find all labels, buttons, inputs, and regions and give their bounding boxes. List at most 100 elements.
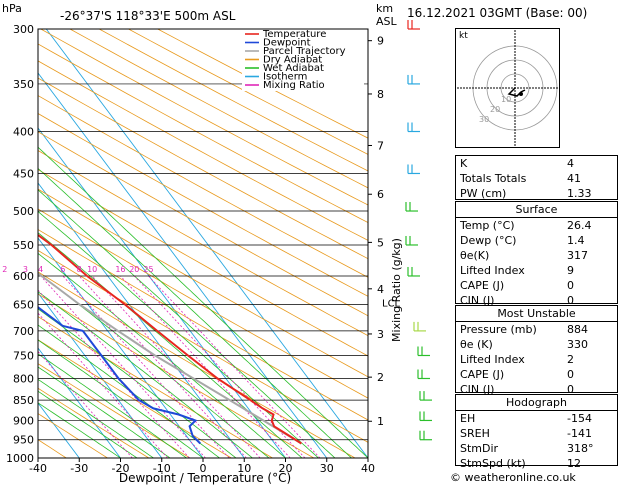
mixing-ratio-label: 10 <box>87 265 97 274</box>
wet-adiabat <box>38 390 138 458</box>
surface-row: Lifted Index 9 <box>456 263 617 278</box>
wet-adiabat <box>38 210 319 458</box>
km-label: km <box>376 2 393 15</box>
mixing-ratio-label: 8 <box>77 265 82 274</box>
mixing-ratio-labels: 12346810162025 <box>2 265 153 274</box>
surface-value: 0 <box>567 294 574 307</box>
most-unstable-label: CAPE (J) <box>460 368 505 381</box>
copyright: © weatheronline.co.uk <box>450 471 576 484</box>
temperature-line <box>38 233 302 445</box>
hodograph-unit-label: kt <box>459 31 468 41</box>
wet-adiabat <box>38 339 204 458</box>
index-label: PW (cm) <box>460 187 507 200</box>
axes: 3003504004505005506006507007508008509009… <box>6 23 375 475</box>
hodograph-stat-label: SREH <box>460 427 490 440</box>
x-tick-label: -30 <box>70 462 88 475</box>
pressure-label: 500 <box>13 205 34 218</box>
pressure-label: 850 <box>13 394 34 407</box>
x-tick-label: -40 <box>29 462 47 475</box>
km-tick-label: 4 <box>377 283 384 296</box>
mixing-ratio-label: 4 <box>38 265 43 274</box>
wet-adiabats <box>38 146 368 458</box>
legend-label: Dewpoint <box>263 38 311 49</box>
most-unstable-row: CAPE (J) 0 <box>456 367 617 382</box>
surface-label: CIN (J) <box>460 294 495 307</box>
surface-value: 0 <box>567 279 574 292</box>
mixing-ratio-axis-label: Mixing Ratio (g/kg) <box>390 238 403 342</box>
legend-label: Dry Adiabat <box>263 55 322 66</box>
hodograph-stat-row: StmSpd (kt) 12 <box>456 456 617 471</box>
legend-label: Isotherm <box>263 72 307 83</box>
wet-adiabat <box>38 232 303 458</box>
index-row: PW (cm) 1.33 <box>456 186 617 201</box>
datetime-title: 16.12.2021 03GMT (Base: 00) <box>407 6 588 20</box>
hodograph-stat-label: StmDir <box>460 442 499 455</box>
pressure-label: 750 <box>13 349 34 362</box>
legend-label: Mixing Ratio <box>263 80 325 91</box>
hodograph-table: Hodograph EH -154 SREH -141 StmDir 318° StmSpd… <box>455 394 618 470</box>
wet-adiabat <box>38 146 368 458</box>
most-unstable-label: θe (K) <box>460 338 493 351</box>
mixing-ratio-label: 16 <box>115 265 125 274</box>
isotherm-line <box>38 402 80 458</box>
x-axis-label: Dewpoint / Temperature (°C) <box>119 471 291 485</box>
index-value: 4 <box>567 157 574 170</box>
surface-label: Lifted Index <box>460 264 525 277</box>
surface-label: θe(K) <box>460 249 490 262</box>
skewt-chart: 3003504004505005506006507007508008509009… <box>2 2 432 485</box>
most-unstable-value: 0 <box>567 383 574 396</box>
index-row: Totals Totals 41 <box>456 171 617 186</box>
most-unstable-title: Most Unstable <box>497 307 576 320</box>
indices-table: K 4 Totals Totals 41 PW (cm) 1.33 <box>455 155 618 200</box>
mixing-ratio-label: 25 <box>143 265 153 274</box>
hodograph-stat-row: SREH -141 <box>456 426 617 441</box>
km-tick-label: 7 <box>377 139 384 152</box>
pressure-label: 550 <box>13 239 34 252</box>
mixing-ratio-line <box>38 350 133 458</box>
most-unstable-table: Most Unstable Pressure (mb) 884 θe (K) 330 L… <box>455 305 618 396</box>
wet-adiabat <box>38 324 220 458</box>
dry-adiabat <box>38 77 368 260</box>
most-unstable-value: 330 <box>567 338 588 351</box>
surface-row: CIN (J) 0 <box>456 293 617 308</box>
most-unstable-label: Pressure (mb) <box>460 323 537 336</box>
pressure-label: 900 <box>13 414 34 427</box>
surface-label: Temp (°C) <box>460 219 515 232</box>
most-unstable-row: Lifted Index 2 <box>456 352 617 367</box>
surface-value: 26.4 <box>567 219 592 232</box>
hodograph-stat-row: EH -154 <box>456 411 617 426</box>
legend-background <box>242 30 364 91</box>
pressure-label: 600 <box>13 270 34 283</box>
km-tick-label: 1 <box>377 415 384 428</box>
mixing-ratio-line <box>62 275 230 458</box>
surface-table: Surface Temp (°C) 26.4 Dewp (°C) 1.4 θe(K) 31… <box>455 201 618 307</box>
dry-adiabat <box>38 43 368 224</box>
index-value: 41 <box>567 172 581 185</box>
storm-motion-marker <box>519 92 523 96</box>
km-tick-label: 3 <box>377 328 384 341</box>
dry-adiabat <box>38 387 150 458</box>
location-title: -26°37'S 118°33'E 500m ASL <box>60 9 236 23</box>
pressure-label: 350 <box>13 78 34 91</box>
surface-row: Dewp (°C) 1.4 <box>456 233 617 248</box>
km-tick-label: 2 <box>377 371 384 384</box>
x-tick-label: 30 <box>320 462 334 475</box>
dry-adiabat <box>38 363 191 458</box>
dry-adiabat <box>38 339 232 458</box>
most-unstable-label: Lifted Index <box>460 353 525 366</box>
isotherms <box>38 29 368 458</box>
dry-adiabat <box>38 95 368 278</box>
wet-adiabat <box>38 353 187 458</box>
x-tick-label: 0 <box>200 462 207 475</box>
isotherm-line <box>45 29 368 458</box>
x-tick-label: 10 <box>237 462 251 475</box>
hodograph-title: Hodograph <box>506 396 567 409</box>
hodograph-stat-row: StmDir 318° <box>456 441 617 456</box>
most-unstable-value: 0 <box>567 368 574 381</box>
x-tick-label: 20 <box>279 462 293 475</box>
profiles <box>38 233 302 445</box>
hodograph-ring-label: 20 <box>490 105 500 114</box>
